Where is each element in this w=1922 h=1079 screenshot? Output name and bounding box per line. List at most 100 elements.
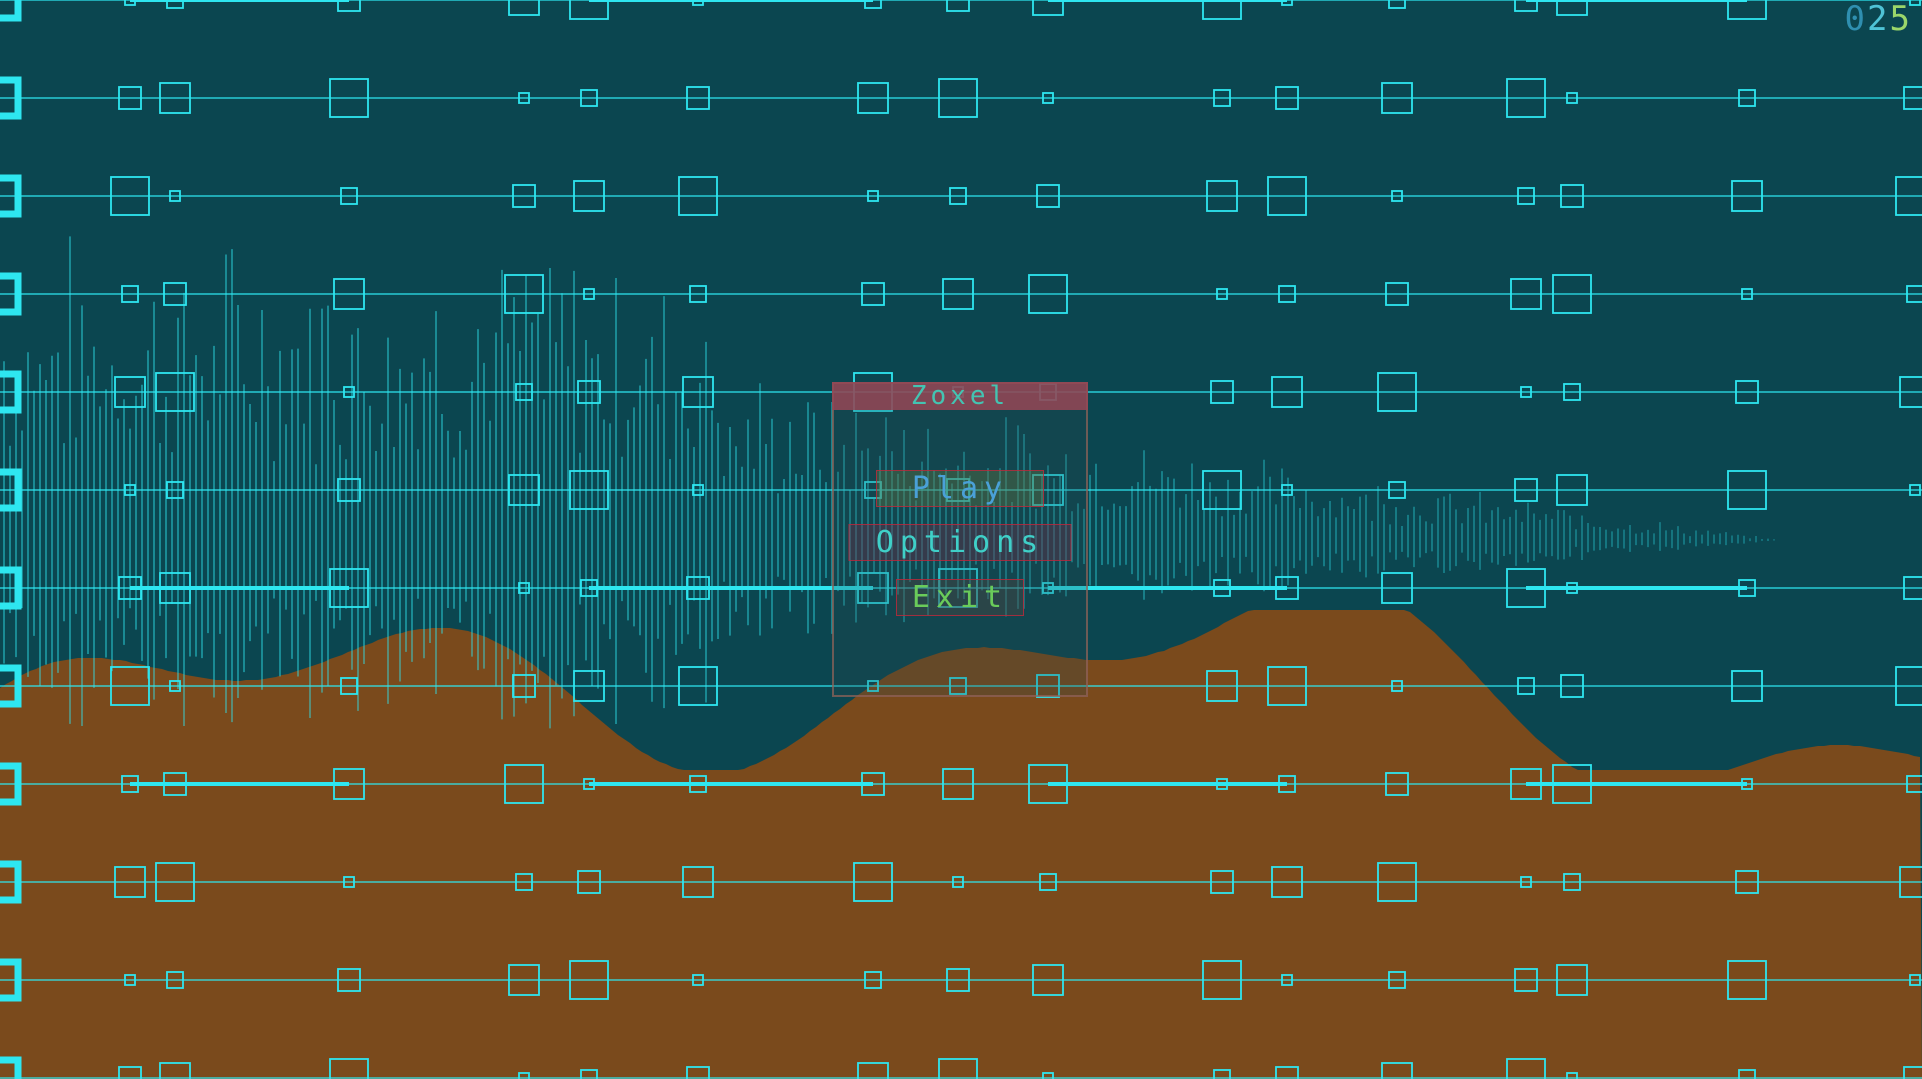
grid-node-icon	[1032, 474, 1064, 506]
grid-node-icon	[163, 772, 187, 796]
grid-node-icon	[867, 190, 879, 202]
grid-node-icon	[508, 964, 540, 996]
grid-node-icon	[1271, 866, 1303, 898]
exit-button[interactable]: Exit	[896, 579, 1024, 616]
grid-node-icon	[686, 1066, 710, 1079]
grid-node-icon	[583, 288, 595, 300]
grid-node-icon	[1388, 481, 1406, 499]
grid-node-icon	[508, 474, 540, 506]
grid-node-icon	[942, 278, 974, 310]
grid-node-icon	[861, 282, 885, 306]
grid-node-icon	[577, 380, 601, 404]
grid-node-icon	[124, 0, 136, 6]
grid-node-icon	[1738, 89, 1756, 107]
grid-node-icon	[864, 971, 882, 989]
grid-node-icon	[1278, 775, 1296, 793]
grid-node-icon	[569, 470, 609, 510]
grid-node-icon	[504, 764, 544, 804]
grid-node-icon	[946, 478, 970, 502]
grid-node-icon	[678, 176, 718, 216]
grid-node-icon	[1517, 677, 1535, 695]
grid-node-icon	[1391, 680, 1403, 692]
grid-node-icon	[1560, 674, 1584, 698]
edge-bracket-icon	[0, 174, 22, 218]
grid-node-icon	[166, 481, 184, 499]
grid-node-icon	[1731, 180, 1763, 212]
grid-node-icon	[1563, 383, 1581, 401]
grid-node-icon	[573, 180, 605, 212]
grid-node-icon	[1216, 288, 1228, 300]
grid-node-icon	[508, 0, 540, 16]
grid-node-icon	[159, 1062, 191, 1079]
grid-node-icon	[1385, 772, 1409, 796]
grid-node-icon	[118, 1066, 142, 1079]
grid-node-icon	[1903, 576, 1922, 600]
grid-node-icon	[118, 86, 142, 110]
main-menu-panel: Zoxel Play Options Exit	[832, 381, 1088, 697]
grid-node-icon	[1909, 484, 1921, 496]
menu-title-bar[interactable]: Zoxel	[832, 381, 1088, 411]
play-button[interactable]: Play	[876, 470, 1044, 507]
grid-node-icon	[1556, 0, 1588, 16]
grid-node-icon	[1727, 470, 1767, 510]
grid-node-icon	[1731, 670, 1763, 702]
grid-node-icon	[337, 478, 361, 502]
edge-bracket-icon	[0, 0, 22, 22]
grid-node-icon	[1727, 0, 1767, 20]
grid-node-icon	[1903, 1066, 1922, 1079]
grid-node-icon	[110, 176, 150, 216]
edge-bracket-icon	[0, 468, 22, 512]
grid-node-icon	[952, 876, 964, 888]
grid-node-icon	[121, 775, 139, 793]
grid-node-icon	[1267, 176, 1307, 216]
grid-node-icon	[1741, 288, 1753, 300]
edge-bracket-icon	[0, 370, 22, 414]
grid-node-icon	[1506, 1058, 1546, 1079]
grid-node-icon	[169, 190, 181, 202]
grid-node-icon	[689, 775, 707, 793]
grid-node-icon	[1275, 1066, 1299, 1079]
fps-digit: 2	[1867, 0, 1890, 39]
grid-node-icon	[1213, 89, 1231, 107]
grid-node-icon	[1388, 971, 1406, 989]
grid-node-icon	[1738, 579, 1756, 597]
grid-node-icon	[329, 568, 369, 608]
grid-node-icon	[1281, 484, 1293, 496]
options-button[interactable]: Options	[848, 524, 1072, 561]
grid-node-icon	[938, 1058, 978, 1079]
grid-node-icon	[1514, 968, 1538, 992]
grid-node-icon	[1202, 470, 1242, 510]
grid-node-icon	[124, 484, 136, 496]
grid-node-icon	[1381, 572, 1413, 604]
grid-node-icon	[1267, 666, 1307, 706]
grid-node-icon	[569, 0, 609, 20]
grid-node-icon	[1032, 964, 1064, 996]
grid-node-icon	[942, 768, 974, 800]
grid-node-icon	[1042, 92, 1054, 104]
grid-node-icon	[504, 274, 544, 314]
grid-node-icon	[1275, 86, 1299, 110]
grid-node-icon	[1202, 960, 1242, 1000]
grid-node-icon	[343, 876, 355, 888]
grid-node-icon	[333, 768, 365, 800]
grid-node-icon	[682, 376, 714, 408]
grid-node-icon	[864, 0, 882, 9]
grid-node-icon	[1028, 274, 1068, 314]
grid-node-icon	[114, 866, 146, 898]
grid-node-icon	[343, 386, 355, 398]
terrain-hills	[0, 610, 1922, 1079]
grid-node-icon	[938, 568, 978, 608]
grid-node-icon	[159, 572, 191, 604]
grid-node-icon	[1506, 78, 1546, 118]
grid-node-icon	[1042, 1072, 1054, 1079]
grid-node-icon	[1028, 764, 1068, 804]
grid-node-icon	[1032, 0, 1064, 16]
grid-node-icon	[686, 86, 710, 110]
grid-node-icon	[1202, 0, 1242, 20]
grid-node-icon	[166, 0, 184, 9]
fps-digit: 0	[1844, 0, 1868, 39]
grid-node-icon	[512, 674, 536, 698]
grid-node-icon	[1514, 478, 1538, 502]
fps-counter: 025	[1845, 2, 1912, 36]
grid-node-icon	[340, 187, 358, 205]
